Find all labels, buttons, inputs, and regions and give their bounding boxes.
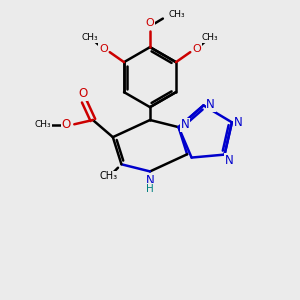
Text: O: O: [146, 18, 154, 28]
Text: O: O: [192, 44, 201, 54]
Text: N: N: [234, 116, 243, 129]
Text: N: N: [146, 173, 154, 187]
Text: CH₃: CH₃: [201, 33, 218, 42]
Text: O: O: [78, 87, 88, 100]
Text: N: N: [206, 98, 215, 111]
Text: CH₃: CH₃: [34, 120, 51, 129]
Text: O: O: [99, 44, 108, 54]
Text: N: N: [181, 118, 189, 131]
Text: N: N: [224, 154, 233, 167]
Text: CH₃: CH₃: [169, 10, 185, 19]
Text: O: O: [62, 118, 71, 131]
Text: CH₃: CH₃: [82, 33, 99, 42]
Text: H: H: [146, 184, 154, 194]
Text: CH₃: CH₃: [100, 171, 118, 181]
